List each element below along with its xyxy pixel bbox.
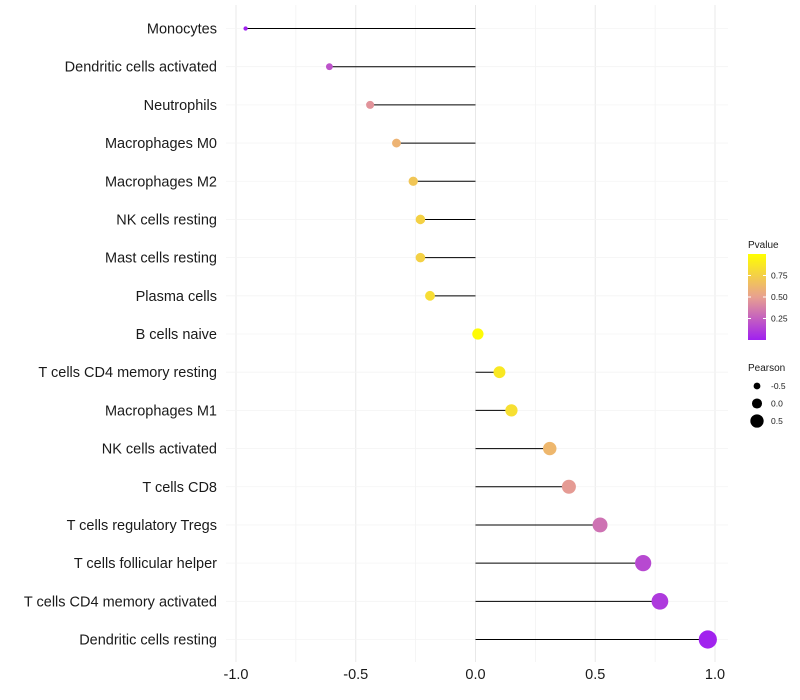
category-label: Mast cells resting <box>105 251 217 267</box>
category-label: B cells naive <box>136 327 217 343</box>
pearson-legend: Pearson -0.5 0.0 0.5 <box>748 363 786 428</box>
lollipop-dot <box>493 366 506 379</box>
x-axis-tick-labels: -1.0 -0.5 0.0 0.5 1.0 <box>224 667 726 683</box>
lollipop-dot <box>651 592 669 610</box>
pearson-legend-title: Pearson <box>748 363 785 374</box>
pvalue-tick-label: 0.75 <box>771 271 788 281</box>
x-tick-label: 1.0 <box>705 667 725 683</box>
lollipop-dot <box>415 214 426 225</box>
category-label: Dendritic cells activated <box>65 60 217 76</box>
category-label: Macrophages M2 <box>105 174 217 190</box>
category-label: T cells CD8 <box>142 480 217 496</box>
category-label: T cells CD4 memory activated <box>24 594 217 610</box>
lollipop-stems <box>245 28 708 640</box>
x-tick-label: 0.5 <box>585 667 605 683</box>
lollipop-dot <box>366 100 375 109</box>
x-tick-label: -0.5 <box>343 667 368 683</box>
lollipop-dot <box>592 517 608 533</box>
pearson-key-label: -0.5 <box>771 381 786 391</box>
pearson-key-label: 0.0 <box>771 399 783 409</box>
category-label: Plasma cells <box>136 289 217 305</box>
lollipop-dot <box>243 26 248 31</box>
x-tick-label: 0.0 <box>465 667 485 683</box>
pearson-size-key <box>753 382 761 390</box>
category-label: Macrophages M0 <box>105 136 217 152</box>
pearson-size-key <box>751 398 763 409</box>
pearson-size-key <box>750 414 764 428</box>
category-label: Dendritic cells resting <box>79 633 217 649</box>
lollipop-dot <box>698 630 717 649</box>
category-labels: Monocytes Dendritic cells activated Neutro… <box>24 22 217 649</box>
pvalue-tick-label: 0.25 <box>771 314 788 324</box>
category-label: NK cells activated <box>102 442 217 458</box>
lollipop-dot <box>326 63 333 71</box>
lollipop-dot <box>505 404 518 417</box>
category-label: Monocytes <box>147 22 217 38</box>
pearson-key-label: 0.5 <box>771 416 783 426</box>
lollipop-dot <box>408 176 418 186</box>
lollipop-dot <box>635 555 652 572</box>
lollipop-dot <box>561 479 576 494</box>
category-label: T cells CD4 memory resting <box>38 365 217 381</box>
pvalue-colorbar <box>748 254 766 340</box>
lollipop-dots <box>243 26 717 649</box>
category-label: T cells regulatory Tregs <box>67 518 217 534</box>
pvalue-legend-title: Pvalue <box>748 240 779 251</box>
pvalue-legend: Pvalue 0.75 0.50 0.25 <box>748 240 788 340</box>
category-label: Macrophages M1 <box>105 403 217 419</box>
lollipop-dot <box>415 252 426 263</box>
lollipop-dot <box>472 328 484 340</box>
lollipop-dot <box>425 290 435 301</box>
category-label: Neutrophils <box>144 98 217 114</box>
x-tick-label: -1.0 <box>224 667 249 683</box>
category-label: T cells follicular helper <box>74 556 217 572</box>
category-label: NK cells resting <box>116 212 217 228</box>
pvalue-tick-label: 0.50 <box>771 292 788 302</box>
lollipop-dot <box>543 441 557 456</box>
lollipop-dot <box>392 138 401 148</box>
